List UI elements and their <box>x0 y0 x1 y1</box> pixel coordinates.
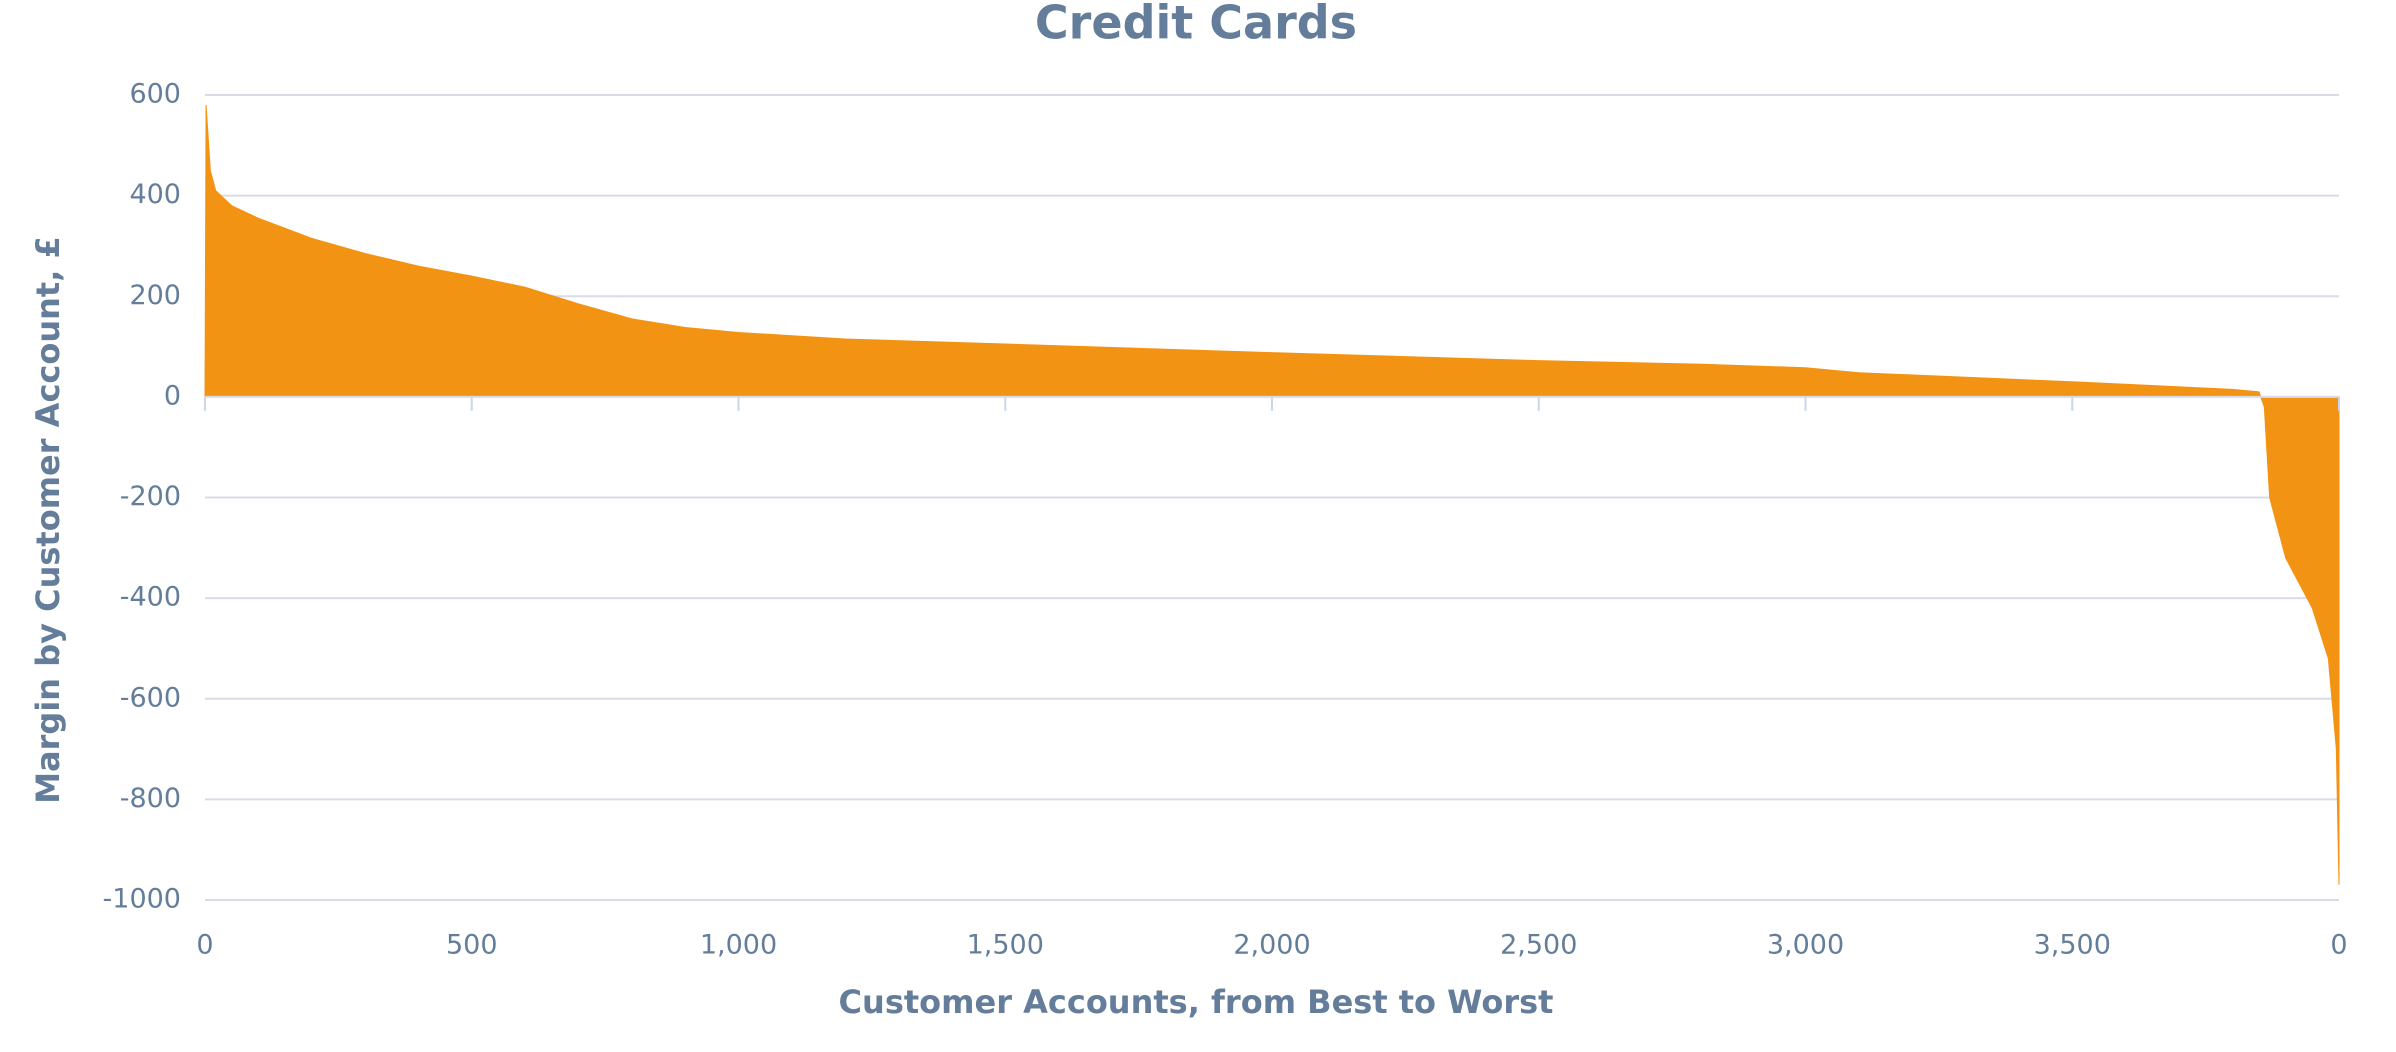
y-tick-label: 600 <box>129 79 181 110</box>
y-tick-label: -1000 <box>103 884 181 915</box>
y-tick-label: 400 <box>129 179 181 210</box>
x-tick-label: 2,500 <box>1500 930 1577 961</box>
y-tick-label: -200 <box>120 481 181 512</box>
x-tick-label: 1,000 <box>700 930 777 961</box>
y-tick-label: -600 <box>120 682 181 713</box>
y-tick-label: -400 <box>120 582 181 613</box>
chart-title: Credit Cards <box>1035 0 1357 50</box>
x-axis-title: Customer Accounts, from Best to Worst <box>839 983 1554 1021</box>
x-tick-label: 0 <box>196 930 213 961</box>
x-tick-label: 500 <box>446 930 498 961</box>
x-tick-label: 0 <box>2330 930 2347 961</box>
x-tick-label: 3,500 <box>2034 930 2111 961</box>
y-axis-title: Margin by Customer Account, £ <box>29 236 67 804</box>
y-tick-label: -800 <box>120 783 181 814</box>
y-tick-label: 200 <box>129 280 181 311</box>
x-tick-label: 1,500 <box>967 930 1044 961</box>
y-tick-label: 0 <box>164 380 181 411</box>
x-tick-label: 2,000 <box>1233 930 1310 961</box>
area <box>204 105 2340 885</box>
x-tick-label: 3,000 <box>1767 930 1844 961</box>
